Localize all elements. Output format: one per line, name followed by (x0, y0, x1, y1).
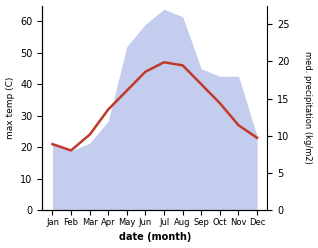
Y-axis label: med. precipitation (kg/m2): med. precipitation (kg/m2) (303, 52, 313, 164)
X-axis label: date (month): date (month) (119, 232, 191, 243)
Y-axis label: max temp (C): max temp (C) (5, 77, 15, 139)
